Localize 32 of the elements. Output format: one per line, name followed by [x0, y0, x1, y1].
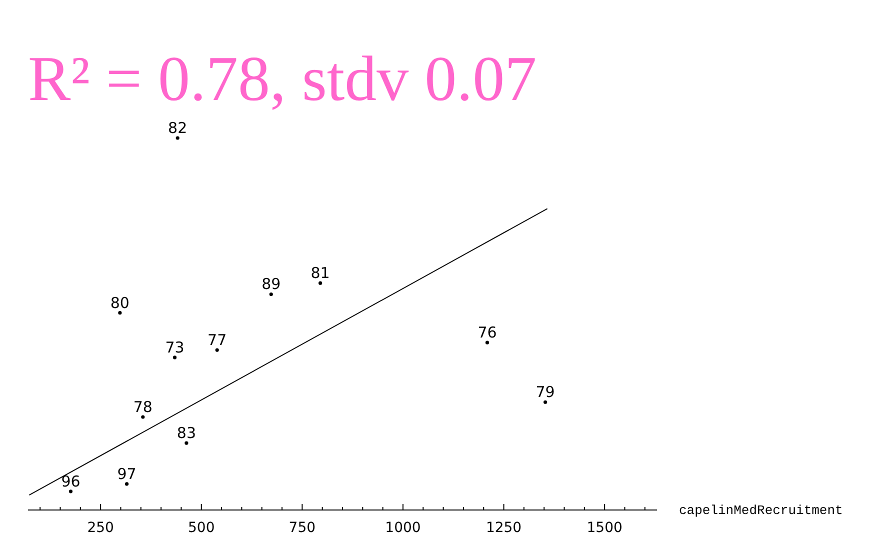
- x-tick-label: 1500: [586, 520, 622, 536]
- annotation: 97: [117, 464, 136, 483]
- annotation: 80: [110, 294, 130, 312]
- x-tick-label: 1250: [486, 520, 522, 536]
- point: [215, 348, 219, 352]
- annotation: 77: [208, 331, 227, 350]
- annotation: 79: [536, 383, 555, 402]
- annotation: 81: [310, 264, 330, 282]
- x-axis-title: capelinMedRecruitment: [679, 503, 843, 518]
- point: [318, 281, 322, 285]
- point: [269, 292, 273, 296]
- annotation: 76: [478, 324, 497, 342]
- point: [184, 441, 188, 445]
- point: [124, 482, 129, 486]
- point: [176, 136, 180, 140]
- annotation: 96: [61, 472, 80, 490]
- x-tick-label: 250: [87, 520, 114, 536]
- point: [68, 490, 73, 494]
- point: [141, 415, 145, 419]
- x-tick-label: 750: [288, 520, 316, 536]
- x-tick-label: 1000: [385, 520, 421, 536]
- annotation: 83: [176, 424, 196, 442]
- point: [118, 311, 122, 315]
- point: [172, 356, 177, 360]
- point: [485, 340, 490, 344]
- annotation: 89: [262, 275, 281, 294]
- point: [544, 400, 548, 404]
- annotation: 82: [168, 119, 188, 137]
- annotation: 73: [165, 338, 184, 356]
- x-tick-label: 500: [188, 520, 215, 536]
- annotation: 78: [133, 398, 152, 416]
- chart-title: R² = 0.78, stdv 0.07: [28, 43, 537, 114]
